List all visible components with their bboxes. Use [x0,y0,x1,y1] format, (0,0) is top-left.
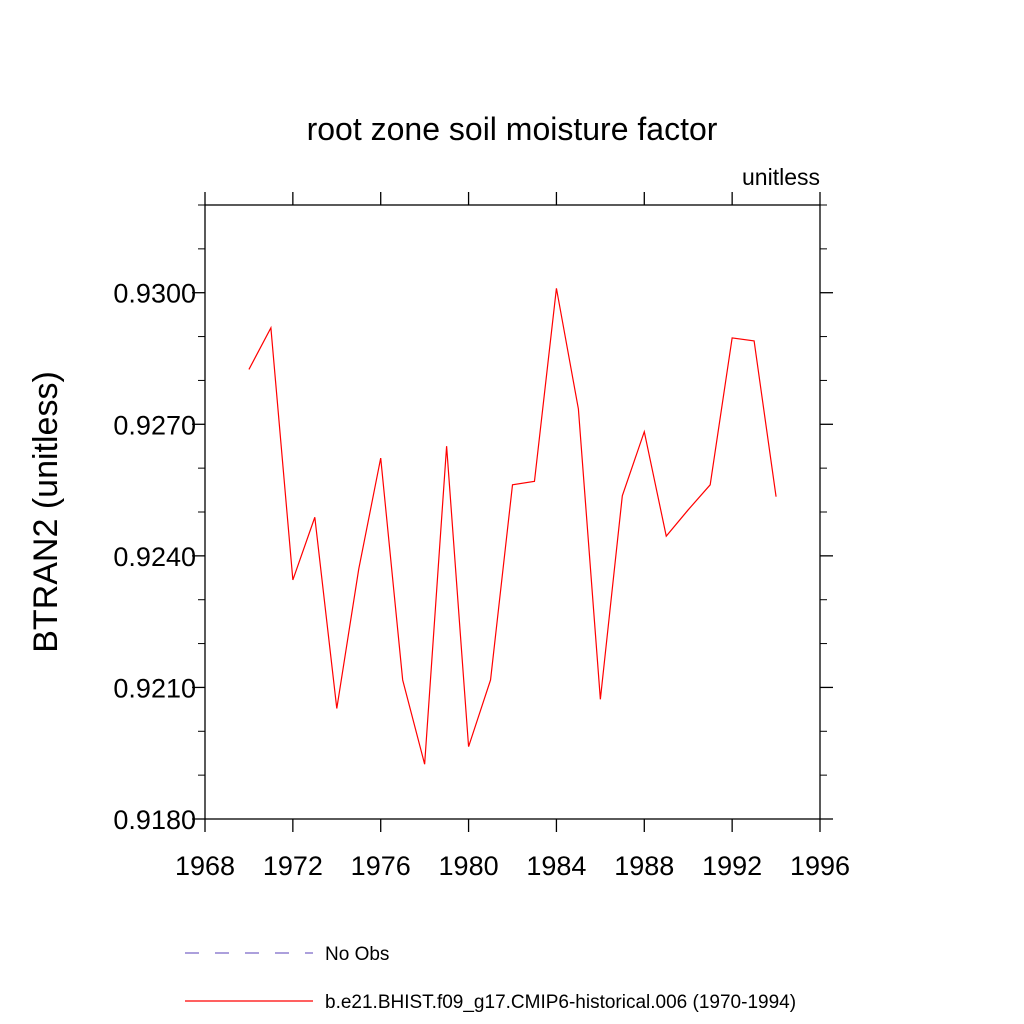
series-line-1 [248,288,777,765]
legend: No Obs b.e21.BHIST.f09_g17.CMIP6-historic… [185,944,796,1013]
axis-ticks [192,192,833,832]
x-tick-label: 1972 [263,851,323,881]
series-lines [248,288,777,765]
plot-frame [204,204,821,820]
y-tick-label: 0.9210 [113,673,196,703]
legend-label-1: b.e21.BHIST.f09_g17.CMIP6-historical.006… [325,992,796,1013]
y-tick-label: 0.9240 [113,542,196,572]
y-tick-label: 0.9180 [113,805,196,835]
legend-label-0: No Obs [325,944,389,965]
x-tick-label: 1980 [439,851,499,881]
y-tick-label: 0.9300 [113,279,196,309]
y-axis-label: BTRAN2 (unitless) [27,371,65,653]
x-tick-label: 1992 [702,851,762,881]
axis-tick-labels: 1968 1972 1976 1980 1984 1988 1992 1996 0.9180 0.… [113,279,850,881]
units-label: unitless [742,164,820,190]
y-tick-label: 0.9270 [113,410,196,440]
x-tick-label: 1996 [790,851,850,881]
x-tick-label: 1988 [614,851,674,881]
chart-title: root zone soil moisture factor [307,111,718,147]
x-tick-label: 1984 [526,851,586,881]
x-tick-label: 1976 [351,851,411,881]
x-tick-label: 1968 [175,851,235,881]
